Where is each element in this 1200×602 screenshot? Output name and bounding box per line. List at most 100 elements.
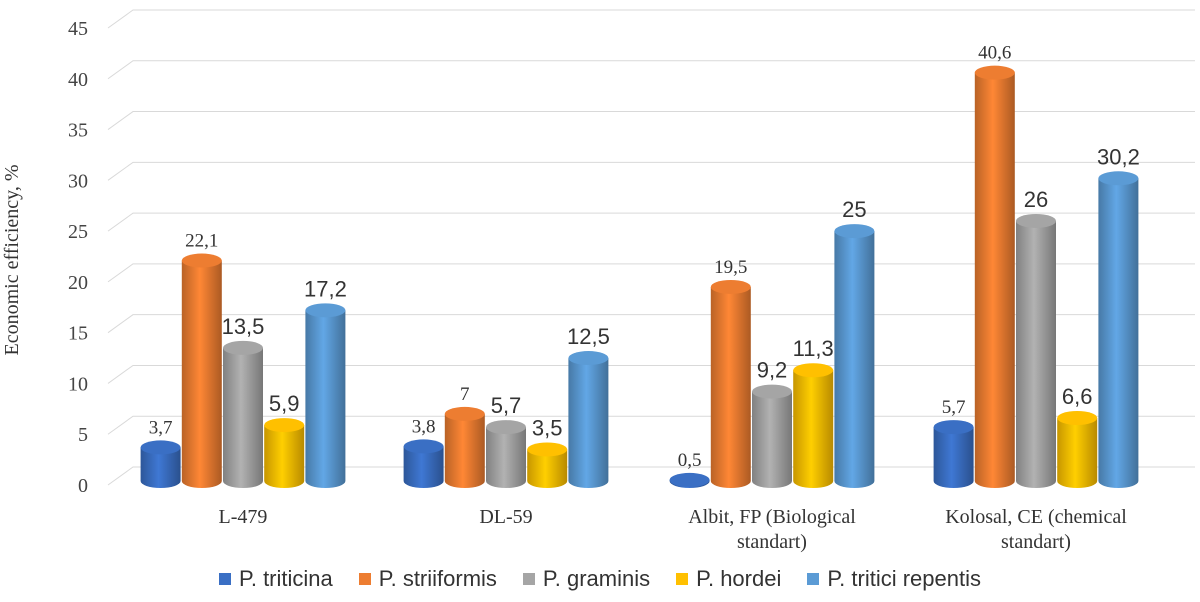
legend: P. triticina P. striiformis P. graminis P. …	[0, 566, 1200, 592]
bar-cap	[444, 406, 485, 421]
data-label: 17,2	[304, 276, 347, 301]
bar-body	[486, 427, 526, 488]
bar	[1098, 171, 1139, 488]
bar	[140, 440, 181, 488]
data-labels-layer: 3,7 22,1 13,5 5,9 17,2 3,8 7 5,7 3,5 12,5 0,5 19,5 9…	[149, 43, 1140, 471]
bar-cap	[568, 351, 609, 366]
bar-cap	[403, 439, 444, 454]
bar	[710, 279, 751, 488]
data-label: 5,9	[269, 391, 300, 416]
bar	[793, 363, 834, 488]
legend-swatch	[522, 573, 535, 585]
bar-cap	[305, 303, 346, 318]
y-tick-label: 5	[78, 424, 88, 446]
bar	[1016, 213, 1056, 488]
bar-cap	[264, 418, 305, 433]
bar-cap	[1098, 171, 1139, 186]
data-label: 3,7	[149, 417, 173, 438]
data-label: 40,6	[978, 43, 1011, 64]
data-label: 25	[842, 197, 866, 222]
x-tick-label: L-479	[219, 506, 268, 528]
data-label: 7	[460, 384, 470, 405]
bar	[669, 472, 710, 488]
bar	[403, 439, 444, 488]
y-tick-label: 20	[68, 272, 88, 294]
axis-layer: 0 5 10 15 20 25 30 35 40 45 L-479 DL-59 Albit, FP (B…	[68, 18, 1127, 553]
data-label: 11,3	[793, 336, 834, 361]
bar-cap	[933, 420, 974, 435]
bar-cap	[669, 472, 710, 487]
bar-body	[264, 425, 305, 488]
gridline	[107, 161, 1195, 181]
legend-label: P. hordei	[696, 566, 782, 591]
bar-body	[974, 72, 1015, 488]
bar-body	[223, 347, 263, 488]
bar-body	[527, 449, 568, 488]
legend-label: P. striiformis	[378, 566, 497, 591]
bar	[305, 303, 346, 488]
legend-label: P. triticina	[239, 566, 333, 591]
legend-item: P. striiformis	[358, 566, 497, 592]
bar	[752, 384, 792, 488]
bar-cap	[527, 442, 568, 457]
bar-cap	[486, 420, 526, 435]
bar-cap	[181, 253, 222, 268]
bar-body	[181, 260, 222, 488]
bar	[264, 418, 305, 488]
bar-body	[403, 446, 444, 488]
x-tick-label: DL-59	[479, 506, 532, 528]
bar-cap	[1057, 410, 1098, 425]
gridline	[107, 212, 1195, 232]
bar-body	[140, 447, 181, 488]
data-label: 3,8	[412, 416, 436, 437]
bar-cap	[793, 363, 834, 378]
bar-body	[752, 391, 792, 488]
bar-body	[444, 413, 485, 488]
bar	[1057, 410, 1098, 488]
bars-layer	[140, 65, 1139, 488]
data-label: 6,6	[1062, 384, 1093, 409]
y-tick-label: 25	[68, 221, 88, 243]
bar	[223, 340, 263, 488]
bar	[974, 65, 1015, 488]
bar-body	[834, 231, 875, 488]
gridline	[107, 60, 1195, 80]
data-label: 5,7	[942, 397, 966, 418]
bar-cap	[1016, 213, 1056, 228]
data-label: 30,2	[1097, 144, 1140, 169]
bar-cap	[710, 279, 751, 294]
y-tick-label: 35	[68, 120, 88, 142]
bar-body	[1016, 220, 1056, 488]
y-tick-label: 15	[68, 323, 88, 345]
y-tick-label: 30	[68, 170, 88, 192]
data-label: 22,1	[185, 231, 218, 252]
data-label: 13,5	[222, 314, 265, 339]
bar-cap	[834, 224, 875, 239]
bar	[568, 351, 609, 488]
legend-swatch	[358, 573, 371, 585]
legend-item: P. tritici repentis	[807, 566, 981, 592]
bar	[181, 253, 222, 488]
data-label: 5,7	[491, 393, 522, 418]
bar-cap	[223, 340, 263, 355]
gridline	[107, 9, 1195, 29]
bar-body	[793, 370, 834, 488]
data-label: 26	[1024, 187, 1048, 212]
legend-item: P. triticina	[219, 566, 333, 592]
y-tick-label: 45	[68, 18, 88, 40]
bar	[933, 420, 974, 488]
grid-layer	[107, 9, 1195, 486]
legend-swatch	[219, 573, 231, 585]
legend-label: P. tritici repentis	[827, 566, 981, 591]
bar	[444, 406, 485, 488]
y-tick-label: 10	[68, 373, 88, 395]
data-label: 12,5	[567, 324, 610, 349]
data-label: 0,5	[678, 450, 702, 471]
y-tick-label: 0	[78, 475, 88, 497]
x-tick-label: Albit, FP (Biological standart)	[688, 506, 856, 553]
bar	[834, 224, 875, 488]
legend-item: P. hordei	[676, 566, 781, 592]
bar-cap	[140, 440, 181, 455]
bar-cap	[752, 384, 792, 399]
